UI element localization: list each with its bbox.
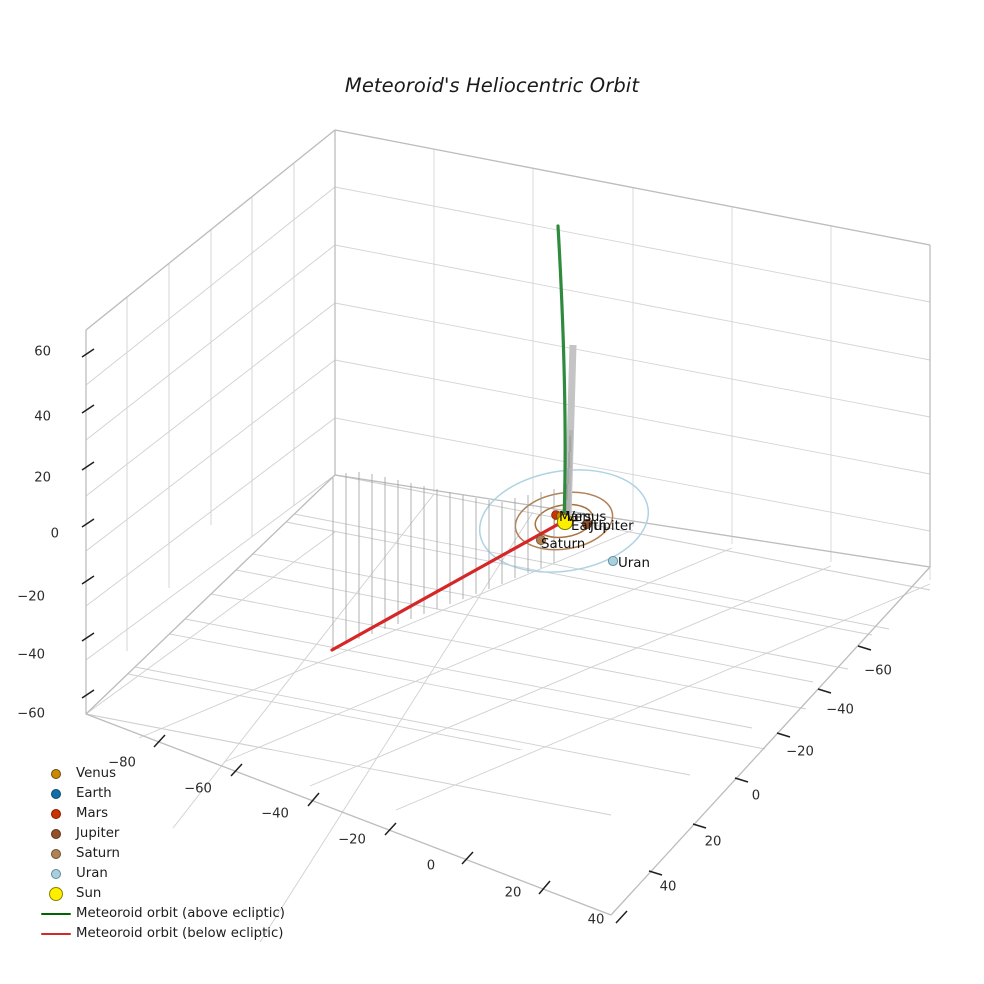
legend-swatch-line (36, 912, 76, 916)
y-axis-tick-3: 0 (751, 788, 761, 804)
x-axis-tick-1: −60 (184, 781, 212, 797)
page-title: Meteoroid's Heliocentric Orbit (344, 74, 640, 97)
y-axis-tick-4: 20 (704, 834, 722, 850)
orbit-saturn (514, 491, 614, 551)
legend-item-label: Sun (76, 886, 102, 901)
legend-item-label: Venus (76, 766, 117, 781)
marker-sun[interactable] (556, 513, 574, 531)
plot-label-saturn: Saturn (541, 537, 586, 552)
legend-swatch-marker (36, 769, 76, 779)
legend-item-earth[interactable]: Earth (36, 784, 298, 804)
legend-item-meteoroid-orbit-below-ecliptic[interactable]: Meteoroid orbit (below ecliptic) (36, 924, 298, 944)
legend-item-saturn[interactable]: Saturn (36, 844, 298, 864)
projection-stems-vertical (564, 344, 577, 519)
y-axis-tick-2: −20 (786, 744, 814, 760)
z-axis-tick-1: 40 (34, 409, 51, 425)
z-axis-tick-2: 20 (34, 470, 51, 486)
legend-dot-swatch (51, 789, 61, 799)
legend-item-venus[interactable]: Venus (36, 764, 298, 784)
legend-swatch-marker (36, 809, 76, 819)
legend-swatch-line (36, 932, 76, 936)
plot-label-uran: Uran (618, 556, 650, 571)
legend-item-mars[interactable]: Mars (36, 804, 298, 824)
x-axis-tick-4: 0 (426, 858, 436, 874)
legend-item-label: Jupiter (76, 826, 120, 841)
legend-item-sun[interactable]: Sun (36, 884, 298, 904)
z-axis-tick-0: 60 (34, 344, 51, 360)
legend-dot-swatch (51, 869, 61, 879)
meteoroid-orbit-below-ecliptic (330, 519, 566, 652)
y-axis-tick-5: 40 (659, 879, 677, 895)
plot-label-venus: Venus (566, 510, 607, 525)
x-axis-tick-0: −80 (108, 755, 136, 771)
projection-stem-ticks (565, 436, 571, 516)
legend-item-label: Meteoroid orbit (below ecliptic) (76, 926, 284, 941)
legend: Venus Earth Mars Jupiter Saturn Uran Sun Meteor… (36, 764, 298, 944)
y-axis-tick-1: −40 (826, 702, 854, 718)
z-axis-tick-4: −20 (17, 589, 45, 605)
legend-swatch-marker (36, 849, 76, 859)
marker-jupiter[interactable] (582, 519, 593, 530)
legend-item-label: Uran (76, 866, 108, 881)
legend-swatch-marker (36, 789, 76, 799)
x-axis-tick-6: 40 (587, 912, 605, 928)
legend-dot-swatch (51, 809, 61, 819)
legend-dot-swatch (51, 829, 61, 839)
planet-markers (536, 510, 619, 567)
x-axis-tick-3: −20 (338, 832, 366, 848)
orbit-jupiter (534, 503, 594, 539)
legend-swatch-marker (36, 829, 76, 839)
grid-floor-mesh (85, 474, 931, 750)
legend-line-swatch (41, 932, 71, 936)
orbit-uranus (478, 469, 650, 573)
legend-line-swatch (41, 912, 71, 916)
projection-stems (332, 472, 555, 649)
legend-item-label: Saturn (76, 846, 120, 861)
legend-item-label: Meteoroid orbit (above ecliptic) (76, 906, 285, 921)
z-axis-tick-3: 0 (50, 526, 59, 542)
axis-spines (85, 129, 931, 916)
z-axis-tick-6: −60 (17, 706, 45, 722)
tick-marks (81, 348, 872, 924)
legend-item-jupiter[interactable]: Jupiter (36, 824, 298, 844)
legend-dot-swatch (51, 849, 61, 859)
legend-item-label: Mars (76, 806, 109, 821)
legend-dot-swatch (49, 887, 63, 901)
marker-saturn[interactable] (536, 535, 547, 546)
meteoroid-orbit-above-ecliptic (556, 224, 567, 523)
legend-swatch-marker (36, 887, 76, 901)
y-axis-tick-0: −60 (864, 663, 892, 679)
legend-item-meteoroid-orbit-above-ecliptic[interactable]: Meteoroid orbit (above ecliptic) (36, 904, 298, 924)
x-axis-spine (85, 713, 612, 916)
axes-panes (85, 128, 932, 916)
legend-item-label: Earth (76, 786, 112, 801)
plot-label-earth: Earth (571, 519, 607, 534)
legend-item-uran[interactable]: Uran (36, 864, 298, 884)
legend-dot-swatch (51, 769, 61, 779)
x-axis-tick-5: 20 (504, 885, 522, 901)
marker-uranus[interactable] (607, 555, 619, 567)
plot-label-jupiter: Jupiter (590, 519, 634, 534)
x-axis-tick-2: −40 (261, 806, 289, 822)
y-axis-spine (610, 566, 931, 916)
plot-label-mars: Mars (559, 510, 592, 525)
z-axis-tick-5: −40 (17, 647, 45, 663)
legend-swatch-marker (36, 869, 76, 879)
